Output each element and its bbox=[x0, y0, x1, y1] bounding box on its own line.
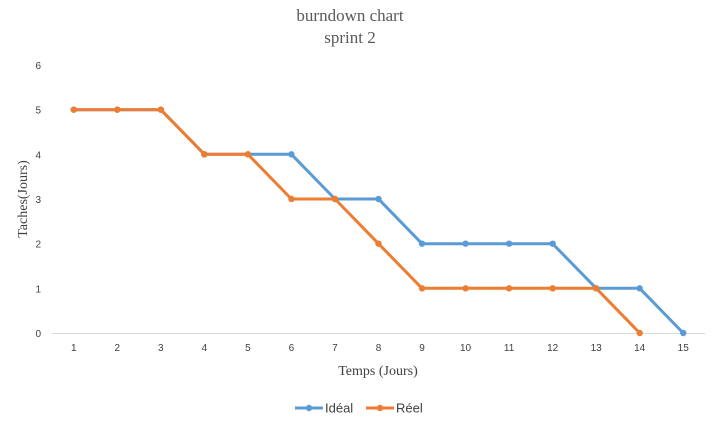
data-point bbox=[549, 240, 556, 247]
data-point bbox=[288, 195, 295, 203]
x-tick-label: 14 bbox=[634, 343, 646, 354]
series-1 bbox=[70, 106, 687, 337]
y-tick-label: 2 bbox=[35, 240, 41, 251]
x-tick-label: 3 bbox=[158, 343, 164, 354]
x-tick-label: 10 bbox=[460, 343, 472, 354]
x-tick-label: 7 bbox=[332, 343, 338, 354]
data-point bbox=[418, 240, 426, 247]
x-tick-label: 1 bbox=[71, 343, 77, 354]
y-tick-label: 0 bbox=[35, 329, 41, 340]
x-tick-label: 11 bbox=[504, 343, 515, 354]
data-point bbox=[592, 285, 600, 292]
data-point bbox=[462, 285, 469, 292]
data-point bbox=[418, 285, 426, 292]
x-tick-label: 15 bbox=[678, 343, 690, 354]
y-axis-ticks: 0 1 2 3 4 5 6 bbox=[35, 61, 41, 340]
x-tick-label: 8 bbox=[376, 343, 382, 354]
y-tick-label: 5 bbox=[35, 106, 41, 117]
x-tick-label: 13 bbox=[591, 343, 603, 354]
data-point bbox=[288, 151, 295, 158]
y-tick-label: 1 bbox=[35, 284, 41, 295]
y-tick-label: 3 bbox=[35, 195, 41, 206]
x-tick-label: 4 bbox=[202, 343, 208, 354]
series-2 bbox=[70, 106, 643, 337]
y-tick-label: 4 bbox=[35, 150, 41, 161]
data-point bbox=[244, 151, 252, 158]
series-line bbox=[72, 108, 685, 335]
chart-subtitle: sprint 2 bbox=[324, 28, 375, 47]
data-point bbox=[70, 106, 77, 113]
data-point bbox=[375, 195, 382, 203]
data-point bbox=[375, 240, 382, 247]
x-tick-label: 2 bbox=[115, 343, 121, 354]
legend-marker bbox=[305, 404, 313, 412]
x-tick-label: 12 bbox=[547, 343, 559, 354]
y-tick-label: 6 bbox=[35, 61, 41, 72]
data-point bbox=[680, 329, 687, 337]
data-point bbox=[201, 151, 208, 158]
legend-item: Idéal bbox=[295, 401, 353, 416]
data-point bbox=[636, 329, 643, 337]
data-point bbox=[114, 106, 121, 113]
x-tick-label: 5 bbox=[245, 343, 251, 354]
data-point bbox=[505, 285, 513, 292]
x-tick-label: 6 bbox=[289, 343, 295, 354]
legend-label: Réel bbox=[396, 401, 423, 416]
series-layer bbox=[70, 106, 687, 337]
data-point bbox=[636, 285, 643, 292]
data-point bbox=[331, 195, 339, 203]
data-point bbox=[462, 240, 469, 247]
legend-marker bbox=[376, 404, 384, 412]
legend-label: Idéal bbox=[325, 401, 353, 416]
x-axis-title: Temps (Jours) bbox=[338, 364, 418, 379]
data-point bbox=[549, 285, 556, 292]
legend-item: Réel bbox=[366, 401, 423, 416]
data-point bbox=[505, 240, 513, 247]
series-line bbox=[72, 108, 642, 335]
x-tick-label: 9 bbox=[419, 343, 425, 354]
chart-title: burndown chart bbox=[296, 6, 403, 25]
x-axis-ticks: 1 2 3 4 5 6 7 8 9 10 11 12 13 14 15 bbox=[71, 343, 689, 354]
y-axis-title: Taches(Jours) bbox=[16, 160, 31, 238]
legend: Idéal Réel bbox=[295, 401, 423, 416]
data-point bbox=[157, 106, 165, 113]
